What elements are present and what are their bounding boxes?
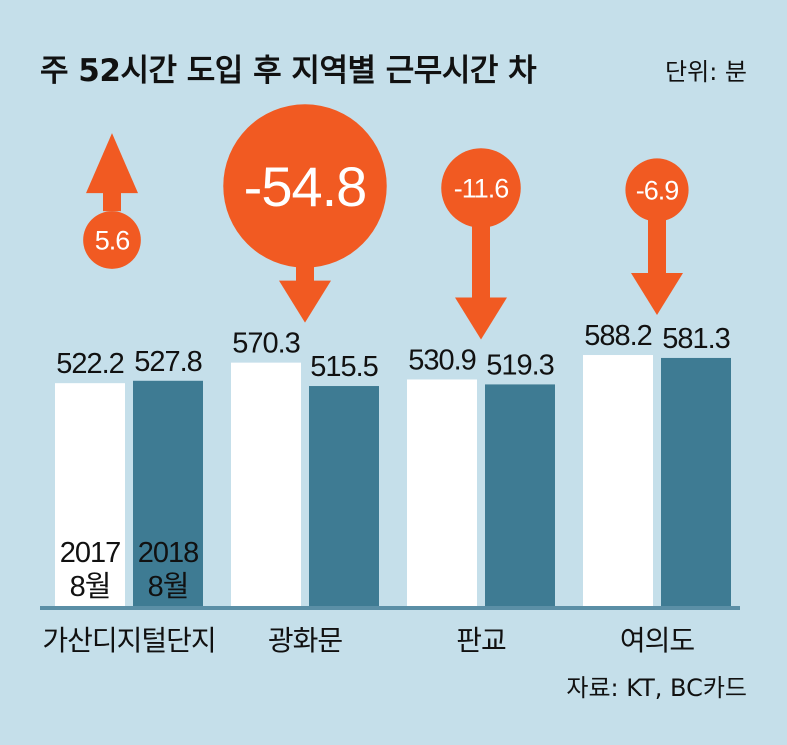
- arrow-down-icon: [631, 273, 683, 316]
- bar-2018-1: [309, 386, 379, 606]
- bar-value-label: 522.2: [56, 348, 124, 380]
- difference-label: -6.9: [636, 176, 679, 206]
- source-label: 자료: KT, BC카드: [566, 674, 747, 702]
- bar-value-label: 570.3: [232, 328, 300, 360]
- bar-value-label: 588.2: [584, 320, 652, 352]
- category-label: 광화문: [268, 625, 343, 656]
- difference-label: -54.8: [244, 155, 367, 218]
- bar-value-label: 527.8: [134, 346, 202, 378]
- difference-label: 5.6: [95, 226, 130, 256]
- bar-2017-2: [407, 379, 477, 606]
- chart-title: 주 52시간 도입 후 지역별 근무시간 차: [40, 53, 537, 89]
- difference-badge-2: [441, 148, 521, 228]
- bar-2018-3: [661, 357, 731, 606]
- bar-2017-1: [231, 362, 301, 606]
- legend-label: 8월: [148, 570, 189, 603]
- bar-value-label: 515.5: [310, 351, 378, 383]
- arrow-down-icon: [455, 297, 507, 340]
- legend-label: 2017: [60, 537, 121, 569]
- difference-label: -11.6: [454, 174, 509, 204]
- category-label: 여의도: [620, 625, 695, 656]
- difference-badge-0: [83, 211, 141, 269]
- unit-label: 단위: 분: [665, 58, 747, 86]
- bar-2017-3: [583, 355, 653, 606]
- arrow-shaft-2: [472, 221, 490, 300]
- bar-value-label: 530.9: [408, 344, 476, 376]
- bar-2017-0: [55, 383, 125, 606]
- arrow-down-icon: [279, 280, 331, 323]
- difference-badge-3: [625, 158, 689, 222]
- bar-value-label: 581.3: [662, 323, 730, 355]
- bar-2018-2: [485, 384, 555, 606]
- difference-badge-1: [223, 104, 387, 268]
- arrow-shaft-0: [103, 189, 121, 212]
- arrow-up-icon: [86, 133, 138, 194]
- legend-label: 8월: [70, 570, 111, 603]
- bar-2018-0: [133, 380, 203, 606]
- category-label: 판교: [456, 625, 506, 656]
- bar-value-label: 519.3: [486, 349, 554, 381]
- legend-label: 2018: [138, 537, 199, 569]
- category-label: 가산디지털단지: [42, 625, 215, 656]
- arrow-shaft-3: [648, 215, 666, 276]
